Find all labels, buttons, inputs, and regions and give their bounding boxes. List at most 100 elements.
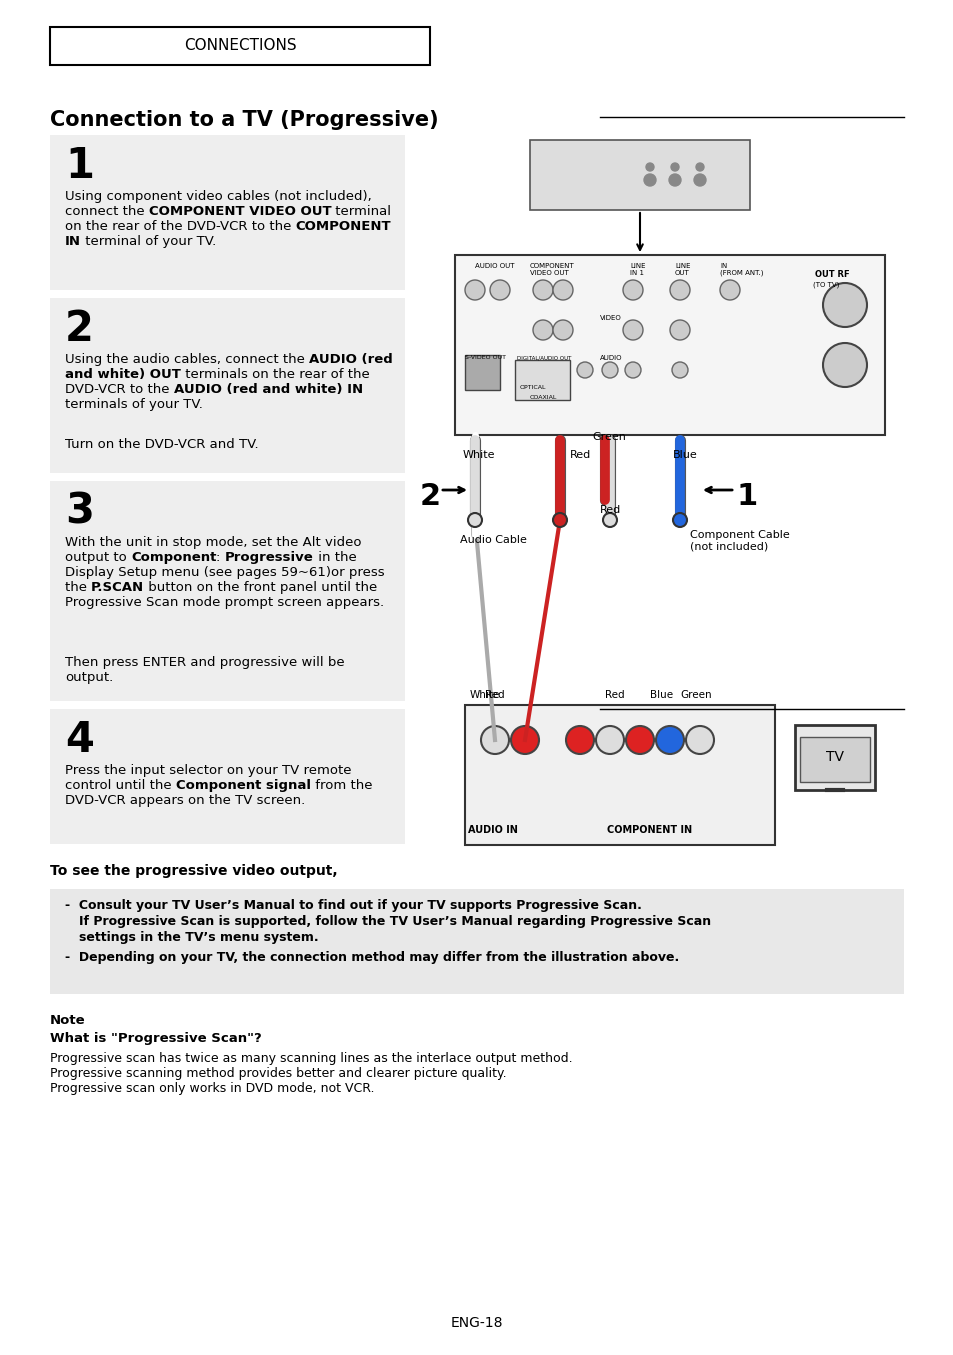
Text: To see the progressive video output,: To see the progressive video output, <box>50 864 337 878</box>
Text: IN
(FROM ANT.): IN (FROM ANT.) <box>720 263 762 276</box>
Text: Green: Green <box>592 432 625 442</box>
Circle shape <box>577 362 593 378</box>
Text: Turn on the DVD-VCR and TV.: Turn on the DVD-VCR and TV. <box>65 438 258 451</box>
Text: ENG-18: ENG-18 <box>450 1316 503 1331</box>
Circle shape <box>553 514 566 527</box>
Text: AUDIO IN: AUDIO IN <box>468 825 517 835</box>
Circle shape <box>670 163 679 171</box>
Circle shape <box>671 362 687 378</box>
Circle shape <box>645 163 654 171</box>
Text: White: White <box>462 450 495 459</box>
Text: COMPONENT: COMPONENT <box>295 220 391 233</box>
Circle shape <box>668 173 680 186</box>
Text: settings in the TV’s menu system.: settings in the TV’s menu system. <box>79 931 318 944</box>
Circle shape <box>464 280 484 299</box>
Circle shape <box>696 163 703 171</box>
Text: With the unit in stop mode, set the Alt video: With the unit in stop mode, set the Alt … <box>65 537 361 549</box>
Bar <box>50 298 405 473</box>
Circle shape <box>468 514 481 527</box>
Text: VIDEO: VIDEO <box>599 314 621 321</box>
Text: Blue: Blue <box>672 450 697 459</box>
Bar <box>800 737 869 782</box>
Text: and white) OUT: and white) OUT <box>65 369 181 381</box>
Text: Component signal: Component signal <box>175 779 311 793</box>
Circle shape <box>533 280 553 299</box>
Text: (TO TV): (TO TV) <box>812 282 839 289</box>
Text: connect the: connect the <box>65 205 149 218</box>
Text: OUT RF: OUT RF <box>814 270 849 279</box>
Text: COMPONENT
VIDEO OUT: COMPONENT VIDEO OUT <box>530 263 574 276</box>
Text: Using component video cables (not included),: Using component video cables (not includ… <box>65 190 372 203</box>
Text: on the rear of the DVD-VCR to the: on the rear of the DVD-VCR to the <box>65 220 295 233</box>
Text: Progressive: Progressive <box>225 551 314 564</box>
Circle shape <box>490 280 510 299</box>
Bar <box>455 255 884 435</box>
Circle shape <box>822 283 866 327</box>
Text: Red: Red <box>569 450 591 459</box>
Circle shape <box>533 320 553 340</box>
Text: LINE
OUT: LINE OUT <box>675 263 690 276</box>
Text: If Progressive Scan is supported, follow the TV User’s Manual regarding Progress: If Progressive Scan is supported, follow… <box>79 915 710 928</box>
Text: 2: 2 <box>65 308 93 350</box>
Text: control until the: control until the <box>65 779 175 793</box>
Circle shape <box>672 514 686 527</box>
Text: Display Setup menu (see pages 59~61)or press: Display Setup menu (see pages 59~61)or p… <box>65 566 384 579</box>
Text: AUDIO (red: AUDIO (red <box>309 354 393 366</box>
Circle shape <box>669 280 689 299</box>
Bar <box>50 27 430 65</box>
Text: DVD-VCR to the: DVD-VCR to the <box>65 383 173 396</box>
Bar <box>515 360 569 400</box>
Text: Component: Component <box>131 551 216 564</box>
Text: Blue: Blue <box>649 690 673 701</box>
Text: 1: 1 <box>65 145 94 187</box>
Text: :: : <box>216 551 225 564</box>
Text: AUDIO (red and white) IN: AUDIO (red and white) IN <box>173 383 362 396</box>
Circle shape <box>669 320 689 340</box>
Circle shape <box>601 362 618 378</box>
Circle shape <box>685 726 713 753</box>
Bar <box>50 889 903 995</box>
Text: button on the front panel until the: button on the front panel until the <box>144 581 377 593</box>
Bar <box>50 136 405 290</box>
Text: COMPONENT IN: COMPONENT IN <box>607 825 692 835</box>
Text: S-VIDEO OUT: S-VIDEO OUT <box>464 355 505 360</box>
Bar <box>530 140 749 210</box>
Circle shape <box>693 173 705 186</box>
Text: the: the <box>65 581 91 593</box>
Circle shape <box>624 362 640 378</box>
Text: -  Consult your TV User’s Manual to find out if your TV supports Progressive Sca: - Consult your TV User’s Manual to find … <box>65 898 641 912</box>
Text: output to: output to <box>65 551 131 564</box>
Text: DIGITAL/AUDIO OUT: DIGITAL/AUDIO OUT <box>517 355 571 360</box>
Text: Progressive Scan mode prompt screen appears.: Progressive Scan mode prompt screen appe… <box>65 596 384 608</box>
Text: LINE
IN 1: LINE IN 1 <box>629 263 645 276</box>
Text: DVD-VCR appears on the TV screen.: DVD-VCR appears on the TV screen. <box>65 794 305 808</box>
Circle shape <box>625 726 654 753</box>
Text: 4: 4 <box>65 720 93 762</box>
Text: What is "Progressive Scan"?: What is "Progressive Scan"? <box>50 1033 261 1045</box>
Text: Audio Cable: Audio Cable <box>459 535 526 545</box>
Circle shape <box>565 726 594 753</box>
Circle shape <box>656 726 683 753</box>
Text: CONNECTIONS: CONNECTIONS <box>184 38 296 53</box>
Circle shape <box>553 320 573 340</box>
Text: COMPONENT VIDEO OUT: COMPONENT VIDEO OUT <box>149 205 331 218</box>
Bar <box>50 709 405 844</box>
Text: Then press ENTER and progressive will be: Then press ENTER and progressive will be <box>65 656 344 669</box>
Circle shape <box>553 280 573 299</box>
Bar <box>794 725 874 790</box>
Text: terminals of your TV.: terminals of your TV. <box>65 398 203 411</box>
Text: Green: Green <box>679 690 711 701</box>
Text: White: White <box>470 690 500 701</box>
Circle shape <box>622 320 642 340</box>
Text: 3: 3 <box>65 491 94 533</box>
Text: terminal: terminal <box>331 205 391 218</box>
Text: Connection to a TV (Progressive): Connection to a TV (Progressive) <box>50 110 438 130</box>
Text: terminals on the rear of the: terminals on the rear of the <box>181 369 369 381</box>
Text: Progressive scan has twice as many scanning lines as the interlace output method: Progressive scan has twice as many scann… <box>50 1051 572 1095</box>
Circle shape <box>480 726 509 753</box>
Text: Component Cable
(not included): Component Cable (not included) <box>689 530 789 551</box>
Text: 1: 1 <box>737 482 758 511</box>
Text: Red: Red <box>599 505 620 515</box>
Text: Red: Red <box>484 690 504 701</box>
Text: OPTICAL: OPTICAL <box>519 385 546 390</box>
